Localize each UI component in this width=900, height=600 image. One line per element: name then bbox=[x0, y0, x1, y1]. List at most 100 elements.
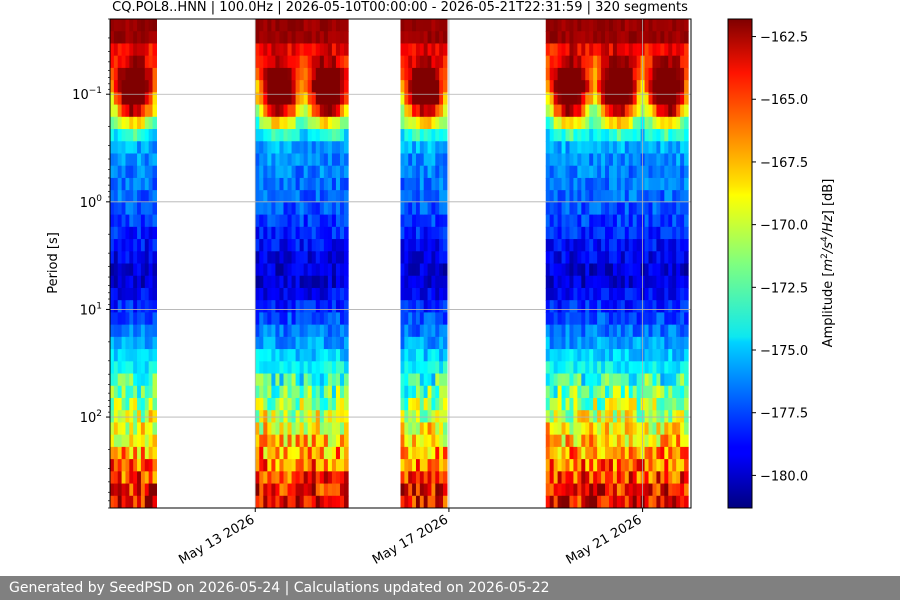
heatmap-cell bbox=[295, 92, 301, 106]
heatmap-cell bbox=[303, 116, 309, 130]
heatmap-cell bbox=[648, 190, 654, 203]
heatmap-cell bbox=[676, 275, 681, 289]
heatmap-cell bbox=[323, 495, 329, 508]
heatmap-cell bbox=[295, 336, 301, 350]
heatmap-cell bbox=[605, 287, 610, 301]
colorbar-label: Amplitude [m2/s4/Hz] [dB] bbox=[820, 179, 836, 348]
heatmap-cell bbox=[137, 226, 142, 240]
heatmap-cell bbox=[656, 31, 661, 45]
heatmap-cell bbox=[443, 397, 448, 411]
heatmap-cell bbox=[664, 397, 669, 411]
heatmap-cell bbox=[585, 165, 590, 179]
heatmap-cell bbox=[263, 275, 268, 289]
heatmap-cell bbox=[255, 410, 260, 424]
heatmap-cell bbox=[133, 422, 138, 436]
heatmap-cell bbox=[287, 177, 293, 191]
heatmap-cell bbox=[573, 31, 578, 45]
heatmap-cell bbox=[255, 312, 260, 326]
heatmap-cell bbox=[652, 385, 658, 399]
heatmap-cell bbox=[656, 92, 661, 106]
heatmap-cell bbox=[291, 312, 297, 326]
heatmap-cell bbox=[581, 92, 586, 106]
heatmap-cell bbox=[549, 226, 555, 240]
heatmap-cell bbox=[644, 165, 650, 179]
heatmap-cell bbox=[601, 471, 606, 485]
heatmap-cell bbox=[331, 80, 337, 93]
heatmap-cell bbox=[648, 80, 654, 93]
heatmap-cell bbox=[110, 43, 115, 57]
heatmap-cell bbox=[287, 422, 293, 436]
heatmap-cell bbox=[291, 422, 297, 436]
heatmap-cell bbox=[581, 104, 586, 118]
heatmap-cell bbox=[148, 275, 154, 289]
heatmap-cell bbox=[331, 446, 337, 460]
heatmap-cell bbox=[668, 31, 673, 45]
heatmap-cell bbox=[553, 471, 559, 485]
heatmap-cell bbox=[125, 31, 130, 45]
heatmap-cell bbox=[415, 300, 421, 313]
heatmap-cell bbox=[271, 43, 277, 57]
heatmap-cell bbox=[303, 129, 309, 142]
heatmap-cell bbox=[545, 19, 551, 32]
heatmap-cell bbox=[415, 80, 421, 93]
heatmap-cell bbox=[148, 43, 154, 57]
heatmap-cell bbox=[113, 190, 119, 203]
heatmap-cell bbox=[672, 385, 677, 399]
heatmap-cell bbox=[565, 324, 571, 338]
heatmap-cell bbox=[148, 336, 154, 350]
heatmap-cell bbox=[608, 349, 614, 362]
heatmap-cell bbox=[335, 495, 341, 508]
heatmap-cell bbox=[279, 373, 285, 387]
heatmap-cell bbox=[287, 239, 293, 252]
heatmap-cell bbox=[553, 190, 559, 203]
heatmap-cell bbox=[275, 226, 281, 240]
heatmap-cell bbox=[291, 214, 297, 228]
heatmap-cell bbox=[644, 202, 650, 216]
heatmap-cell bbox=[113, 300, 119, 313]
heatmap-cell bbox=[144, 67, 150, 81]
heatmap-cell bbox=[419, 312, 425, 326]
heatmap-cell bbox=[672, 336, 677, 350]
heatmap-cell bbox=[597, 397, 602, 411]
heatmap-cell bbox=[323, 471, 329, 485]
heatmap-cell bbox=[553, 165, 559, 179]
heatmap-cell bbox=[287, 165, 293, 179]
heatmap-cell bbox=[616, 483, 622, 497]
heatmap-cell bbox=[408, 410, 413, 424]
heatmap-cell bbox=[565, 202, 571, 216]
heatmap-cell bbox=[283, 275, 289, 289]
heatmap-cell bbox=[443, 349, 448, 362]
heatmap-cell bbox=[632, 287, 638, 301]
heatmap-cell bbox=[589, 422, 594, 436]
heatmap-cell bbox=[335, 67, 341, 81]
heatmap-cell bbox=[263, 361, 268, 375]
heatmap-cell bbox=[608, 385, 614, 399]
heatmap-cell bbox=[668, 263, 673, 277]
heatmap-cell bbox=[672, 495, 677, 508]
heatmap-cell bbox=[589, 349, 594, 362]
heatmap-cell bbox=[291, 190, 297, 203]
heatmap-cell bbox=[259, 324, 264, 338]
heatmap-cell bbox=[545, 43, 551, 57]
heatmap-cell bbox=[137, 31, 142, 45]
heatmap-cell bbox=[408, 202, 413, 216]
heatmap-cell bbox=[419, 471, 425, 485]
heatmap-cell bbox=[110, 263, 115, 277]
heatmap-cell bbox=[648, 116, 654, 130]
heatmap-cell bbox=[400, 459, 405, 472]
heatmap-cell bbox=[668, 190, 673, 203]
heatmap-cell bbox=[672, 214, 677, 228]
heatmap-cell bbox=[129, 361, 134, 375]
heatmap-cell bbox=[608, 287, 614, 301]
heatmap-cell bbox=[628, 287, 634, 301]
heatmap-cell bbox=[620, 239, 626, 252]
heatmap-cell bbox=[117, 31, 123, 45]
heatmap-cell bbox=[110, 202, 115, 216]
heatmap-cell bbox=[624, 31, 630, 45]
heatmap-cell bbox=[648, 67, 654, 81]
heatmap-cell bbox=[255, 422, 260, 436]
heatmap-cell bbox=[279, 459, 285, 472]
heatmap-cell bbox=[137, 177, 142, 191]
heatmap-cell bbox=[283, 459, 289, 472]
heatmap-cell bbox=[608, 55, 614, 69]
